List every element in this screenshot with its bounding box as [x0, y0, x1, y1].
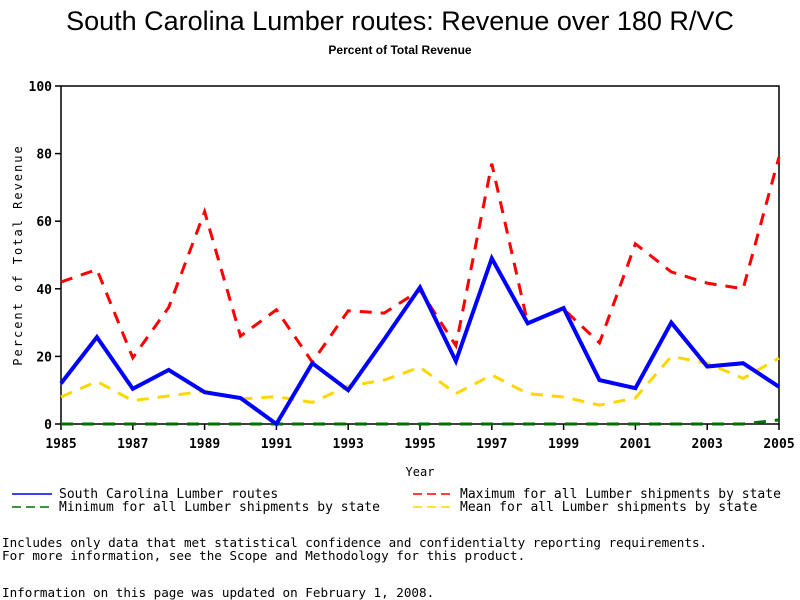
y-axis: 0 20 40 60 80 100: [29, 80, 61, 433]
y-tick-label: 0: [44, 418, 52, 433]
y-tick-label: 40: [36, 283, 52, 298]
x-tick-label: 2005: [763, 437, 794, 452]
series-layer: [59, 156, 781, 427]
series-mean-line: [60, 354, 780, 407]
y-tick-label: 20: [36, 350, 52, 365]
x-tick-label: 1987: [117, 437, 148, 452]
plot-frame: [60, 85, 780, 425]
chart-subtitle: Percent of Total Revenue: [328, 43, 471, 57]
legend-item-minimum: Minimum for all Lumber shipments by stat…: [12, 500, 380, 515]
x-axis: 1985 1987 1989 1991 1993 1995 1997 1999 2001 2003…: [45, 424, 795, 452]
footnote-methodology: For more information, see the Scope and …: [2, 548, 526, 563]
legend-item-south-carolina: South Carolina Lumber routes: [12, 487, 278, 502]
y-axis-label: Percent of Total Revenue: [11, 144, 25, 365]
x-tick-label: 2003: [692, 437, 723, 452]
legend-label: Minimum for all Lumber shipments by stat…: [59, 500, 380, 515]
series-minimum-line: [61, 418, 780, 426]
chart-title: South Carolina Lumber routes: Revenue ov…: [66, 6, 734, 36]
x-tick-label: 1985: [45, 437, 76, 452]
x-tick-label: 2001: [620, 437, 651, 452]
x-tick-label: 1997: [476, 437, 507, 452]
series-maximum: [60, 156, 781, 365]
legend-item-maximum: Maximum for all Lumber shipments by stat…: [413, 487, 781, 502]
series-mean: [60, 354, 780, 407]
series-south-carolina: [59, 253, 781, 427]
x-tick-label: 1989: [189, 437, 220, 452]
x-tick-label: 1991: [261, 437, 292, 452]
x-tick-label: 1995: [404, 437, 435, 452]
series-minimum: [60, 418, 780, 426]
y-tick-label: 80: [36, 148, 52, 163]
y-tick-label: 60: [36, 215, 52, 230]
legend: South Carolina Lumber routes Maximum for…: [12, 487, 781, 515]
legend-label: Mean for all Lumber shipments by state: [460, 500, 758, 515]
legend-label: Maximum for all Lumber shipments by stat…: [460, 487, 781, 502]
y-tick-label: 100: [29, 80, 53, 95]
legend-item-mean: Mean for all Lumber shipments by state: [413, 500, 758, 515]
footnote-confidence: Includes only data that met statistical …: [2, 535, 708, 550]
line-chart: South Carolina Lumber routes: Revenue ov…: [11, 6, 795, 515]
legend-label: South Carolina Lumber routes: [59, 487, 278, 502]
x-axis-label: Year: [406, 465, 435, 479]
series-south-carolina-line: [59, 253, 781, 427]
footnote-updated: Information on this page was updated on …: [2, 585, 435, 600]
series-maximum-line: [60, 156, 781, 365]
x-tick-label: 1999: [548, 437, 579, 452]
x-tick-label: 1993: [333, 437, 364, 452]
